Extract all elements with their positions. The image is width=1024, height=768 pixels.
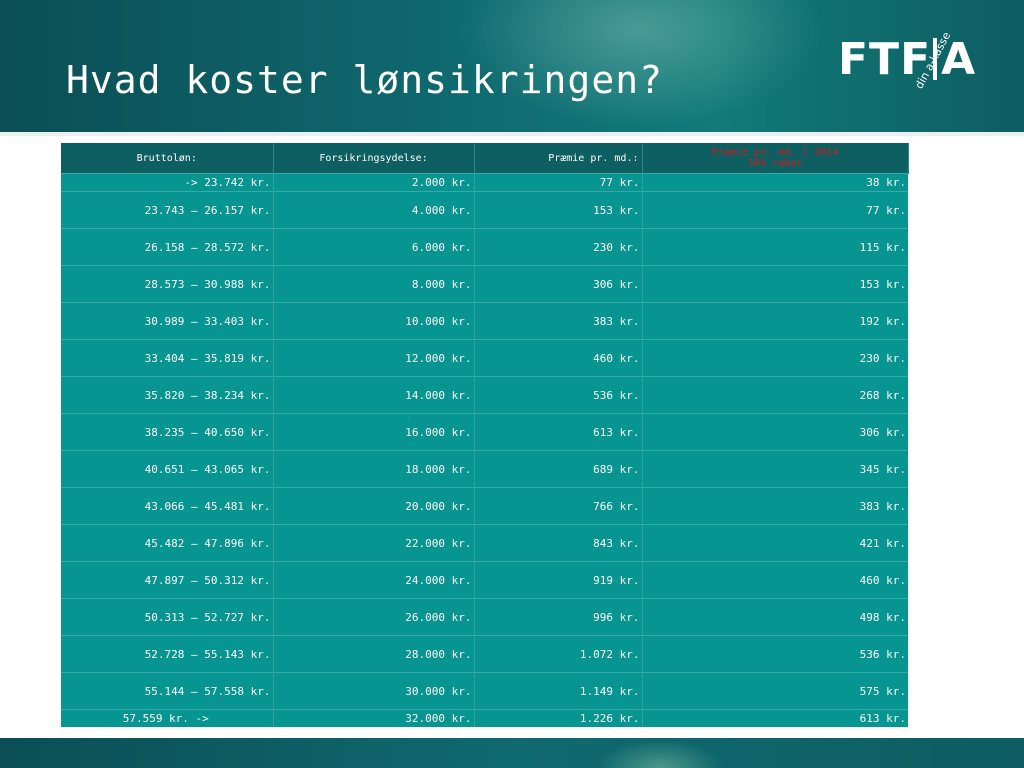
- cell-monthly-premium: 1.226 kr.: [474, 709, 643, 727]
- cell-insurance-benefit: 2.000 kr.: [273, 173, 475, 192]
- cell-gross-salary: 28.573 – 30.988 kr.: [61, 265, 274, 303]
- table-row: 40.651 – 43.065 kr. 18.000 kr. 689 kr. 345 …: [61, 450, 908, 488]
- cell-gross-salary: 35.820 – 38.234 kr.: [61, 376, 274, 414]
- table-row: 28.573 – 30.988 kr. 8.000 kr. 306 kr. 153 k…: [61, 265, 908, 303]
- cell-insurance-benefit: 26.000 kr.: [273, 598, 475, 636]
- table-row: 50.313 – 52.727 kr. 26.000 kr. 996 kr. 498 …: [61, 598, 908, 636]
- cell-discounted-premium: 230 kr.: [642, 339, 908, 377]
- header-insurance-benefit: Forsikringsydelse:: [273, 143, 475, 174]
- cell-discounted-premium: 575 kr.: [642, 672, 908, 710]
- logo-text: FTF: [838, 34, 932, 85]
- cell-gross-salary: 40.651 – 43.065 kr.: [61, 450, 274, 488]
- cell-monthly-premium: 77 kr.: [474, 173, 643, 192]
- header-discounted-premium-line2: 50% rabat: [747, 158, 803, 169]
- table-row: 33.404 – 35.819 kr. 12.000 kr. 460 kr. 230 …: [61, 339, 908, 377]
- ftf-a-logo: FTF A din a-kasse: [838, 28, 998, 94]
- table-row: 43.066 – 45.481 kr. 20.000 kr. 766 kr. 383 …: [61, 487, 908, 525]
- cell-gross-salary: 30.989 – 33.403 kr.: [61, 302, 274, 340]
- cell-monthly-premium: 1.072 kr.: [474, 635, 643, 673]
- table-row: 30.989 – 33.403 kr. 10.000 kr. 383 kr. 192 …: [61, 302, 908, 340]
- cell-monthly-premium: 996 kr.: [474, 598, 643, 636]
- header-discounted-premium: Præmie pr. md. i 2014 50% rabat: [642, 143, 909, 174]
- cell-discounted-premium: 153 kr.: [642, 265, 908, 303]
- logo-separator: [933, 38, 938, 80]
- cell-discounted-premium: 115 kr.: [642, 228, 908, 266]
- table-row: 52.728 – 55.143 kr. 28.000 kr. 1.072 kr. 53…: [61, 635, 908, 673]
- cell-discounted-premium: 460 kr.: [642, 561, 908, 599]
- cell-discounted-premium: 421 kr.: [642, 524, 908, 562]
- cell-insurance-benefit: 30.000 kr.: [273, 672, 475, 710]
- cell-insurance-benefit: 4.000 kr.: [273, 191, 475, 229]
- cell-gross-salary: 52.728 – 55.143 kr.: [61, 635, 274, 673]
- cell-insurance-benefit: 32.000 kr.: [273, 709, 475, 727]
- cell-gross-salary: 50.313 – 52.727 kr.: [61, 598, 274, 636]
- cell-discounted-premium: 536 kr.: [642, 635, 908, 673]
- slide-header: Hvad koster lønsikringen? FTF A din a-kas…: [0, 0, 1024, 136]
- cell-discounted-premium: 383 kr.: [642, 487, 908, 525]
- cell-discounted-premium: 192 kr.: [642, 302, 908, 340]
- cell-gross-salary: 57.559 kr. ->: [61, 709, 274, 727]
- cell-discounted-premium: 38 kr.: [642, 173, 908, 192]
- cell-monthly-premium: 153 kr.: [474, 191, 643, 229]
- table-row: 55.144 – 57.558 kr. 30.000 kr. 1.149 kr. 57…: [61, 672, 908, 710]
- cell-insurance-benefit: 28.000 kr.: [273, 635, 475, 673]
- cell-gross-salary: 43.066 – 45.481 kr.: [61, 487, 274, 525]
- header-gross-salary: Bruttoløn:: [61, 143, 274, 174]
- logo-letter: A: [941, 34, 977, 85]
- cell-monthly-premium: 460 kr.: [474, 339, 643, 377]
- premium-table: Bruttoløn: Forsikringsydelse: Præmie pr.…: [61, 143, 909, 727]
- cell-insurance-benefit: 10.000 kr.: [273, 302, 475, 340]
- cell-insurance-benefit: 18.000 kr.: [273, 450, 475, 488]
- table-header: Bruttoløn: Forsikringsydelse: Præmie pr.…: [61, 143, 909, 174]
- table-row: 23.743 – 26.157 kr. 4.000 kr. 153 kr. 77 kr…: [61, 191, 908, 229]
- page-title: Hvad koster lønsikringen?: [66, 58, 663, 102]
- table-row: 57.559 kr. -> 32.000 kr. 1.226 kr. 613 kr.: [61, 709, 908, 727]
- cell-monthly-premium: 536 kr.: [474, 376, 643, 414]
- cell-gross-salary: 45.482 – 47.896 kr.: [61, 524, 274, 562]
- cell-discounted-premium: 613 kr.: [642, 709, 908, 727]
- cell-insurance-benefit: 8.000 kr.: [273, 265, 475, 303]
- cell-insurance-benefit: 12.000 kr.: [273, 339, 475, 377]
- table-row: 45.482 – 47.896 kr. 22.000 kr. 843 kr. 421 …: [61, 524, 908, 562]
- header-monthly-premium: Præmie pr. md.:: [474, 143, 643, 174]
- table-row: 38.235 – 40.650 kr. 16.000 kr. 613 kr. 306 …: [61, 413, 908, 451]
- cell-monthly-premium: 843 kr.: [474, 524, 643, 562]
- logo-wordmark: FTF A: [838, 38, 976, 82]
- slide-footer: [0, 738, 1024, 768]
- header-discounted-premium-line1: Præmie pr. md. i 2014: [711, 147, 839, 158]
- cell-gross-salary: 38.235 – 40.650 kr.: [61, 413, 274, 451]
- cell-insurance-benefit: 14.000 kr.: [273, 376, 475, 414]
- cell-monthly-premium: 1.149 kr.: [474, 672, 643, 710]
- table-row: 47.897 – 50.312 kr. 24.000 kr. 919 kr. 460 …: [61, 561, 908, 599]
- cell-insurance-benefit: 22.000 kr.: [273, 524, 475, 562]
- cell-insurance-benefit: 16.000 kr.: [273, 413, 475, 451]
- cell-monthly-premium: 306 kr.: [474, 265, 643, 303]
- table-body: -> 23.742 kr. 2.000 kr. 77 kr. 38 kr. 23.743…: [61, 173, 908, 727]
- cell-discounted-premium: 268 kr.: [642, 376, 908, 414]
- cell-discounted-premium: 306 kr.: [642, 413, 908, 451]
- cell-insurance-benefit: 24.000 kr.: [273, 561, 475, 599]
- table-row: 26.158 – 28.572 kr. 6.000 kr. 230 kr. 115 k…: [61, 228, 908, 266]
- cell-monthly-premium: 383 kr.: [474, 302, 643, 340]
- cell-insurance-benefit: 6.000 kr.: [273, 228, 475, 266]
- cell-monthly-premium: 766 kr.: [474, 487, 643, 525]
- cell-gross-salary: 26.158 – 28.572 kr.: [61, 228, 274, 266]
- table-row: 35.820 – 38.234 kr. 14.000 kr. 536 kr. 268 …: [61, 376, 908, 414]
- cell-monthly-premium: 613 kr.: [474, 413, 643, 451]
- cell-gross-salary: -> 23.742 kr.: [61, 173, 274, 192]
- cell-gross-salary: 23.743 – 26.157 kr.: [61, 191, 274, 229]
- table-row: -> 23.742 kr. 2.000 kr. 77 kr. 38 kr.: [61, 173, 908, 192]
- cell-monthly-premium: 689 kr.: [474, 450, 643, 488]
- cell-discounted-premium: 77 kr.: [642, 191, 908, 229]
- cell-monthly-premium: 230 kr.: [474, 228, 643, 266]
- cell-gross-salary: 55.144 – 57.558 kr.: [61, 672, 274, 710]
- cell-gross-salary: 47.897 – 50.312 kr.: [61, 561, 274, 599]
- cell-discounted-premium: 498 kr.: [642, 598, 908, 636]
- premium-table-grid: Bruttoløn: Forsikringsydelse: Præmie pr.…: [61, 143, 909, 727]
- cell-gross-salary: 33.404 – 35.819 kr.: [61, 339, 274, 377]
- cell-insurance-benefit: 20.000 kr.: [273, 487, 475, 525]
- cell-discounted-premium: 345 kr.: [642, 450, 908, 488]
- cell-monthly-premium: 919 kr.: [474, 561, 643, 599]
